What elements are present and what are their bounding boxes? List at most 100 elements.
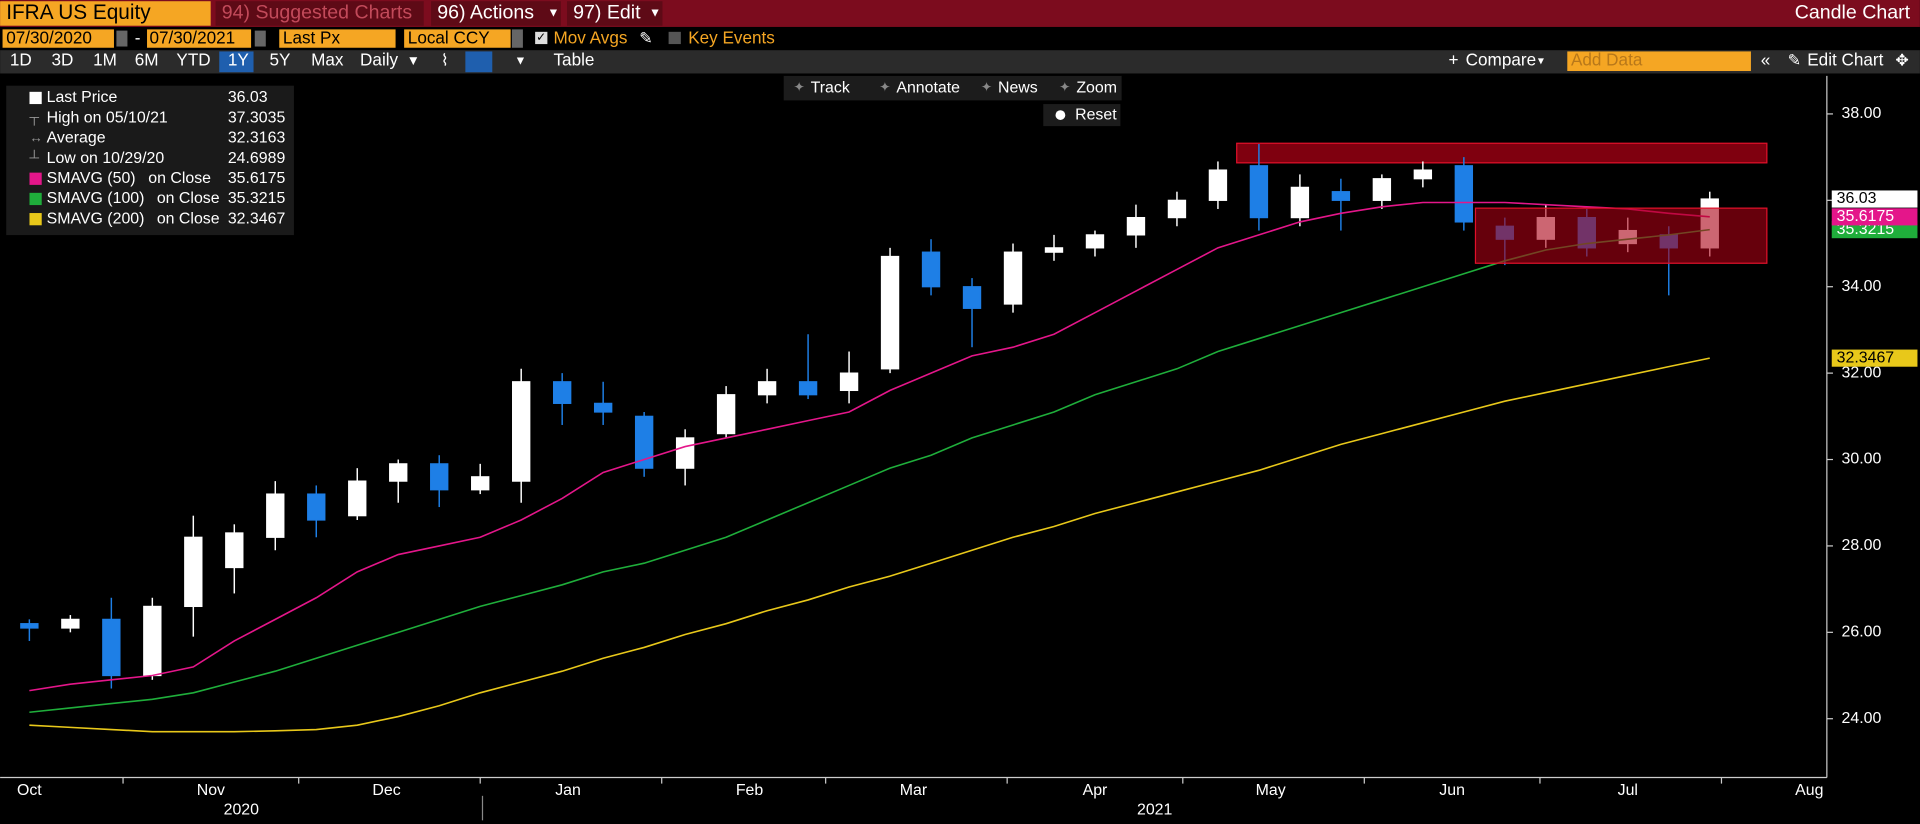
tool-button[interactable]: Annotate — [896, 79, 960, 96]
checkbox[interactable] — [535, 31, 548, 45]
candle-body — [675, 437, 695, 469]
date-box[interactable] — [2, 29, 114, 48]
tools: ✦ Track ✦ Annotate ✦ News ✦ Zoom — [793, 79, 1117, 96]
field-box[interactable] — [279, 29, 396, 48]
legend-basis: on Close — [157, 210, 220, 227]
mov-avgs: Mov Avgs — [554, 28, 628, 48]
period-button[interactable]: YTD — [176, 50, 210, 70]
legend-value: 37.3035 — [228, 109, 286, 126]
menu-label: 97) Edit — [573, 2, 641, 24]
collapse-icon[interactable]: « — [1761, 50, 1771, 70]
dropdown-arrow: ▼ — [547, 6, 559, 20]
candle-body — [839, 372, 859, 392]
candle-body — [798, 381, 818, 396]
tool-icon: ✦ — [1059, 80, 1070, 95]
compare-button[interactable]: Compare — [1466, 50, 1536, 70]
candle-body — [20, 623, 39, 629]
page-title: Candle Chart — [1795, 2, 1911, 24]
period-button[interactable]: 1Y — [228, 50, 250, 70]
calendar-icon[interactable] — [116, 30, 128, 47]
tool-icon: ✦ — [793, 80, 804, 95]
dropdown-arrow: ▼ — [514, 53, 526, 67]
ticker: IFRA US Equity — [6, 1, 151, 24]
period-button[interactable]: 1M — [93, 50, 117, 70]
candle-body — [1085, 234, 1105, 249]
tool-button[interactable]: Zoom — [1076, 79, 1117, 96]
y-tick-label: 26.00 — [1842, 624, 1882, 641]
period-button[interactable]: 5Y — [269, 50, 291, 70]
highlight-box — [1474, 207, 1768, 264]
dropdown-arrow: ▼ — [407, 53, 420, 68]
ticker-box[interactable] — [0, 1, 211, 26]
x-tick-label: Dec — [372, 782, 400, 799]
candle-body — [634, 415, 654, 469]
legend-label: Average — [47, 130, 106, 147]
legend-label: SMAVG (100) — [47, 190, 145, 207]
menu[interactable] — [215, 1, 424, 26]
currency-box[interactable] — [404, 29, 511, 48]
candle-body — [143, 605, 162, 677]
candle-body — [61, 618, 80, 629]
highlight-box — [1236, 142, 1768, 164]
legend — [6, 85, 294, 236]
candle-body — [552, 381, 572, 404]
candle-body — [1249, 165, 1269, 219]
candle-body — [1454, 165, 1474, 223]
legend-label: Last Price — [47, 89, 118, 106]
reset-button[interactable] — [1043, 104, 1121, 127]
dropdown[interactable] — [511, 29, 523, 48]
table-button[interactable]: Table — [554, 50, 595, 70]
frequency[interactable]: Daily — [360, 50, 399, 70]
price-tag — [1831, 349, 1918, 367]
moving-average — [29, 228, 1710, 714]
checkbox[interactable] — [668, 31, 681, 45]
y-tick-label: 30.00 — [1842, 451, 1882, 468]
candle-body — [184, 536, 203, 608]
candle-body — [471, 476, 490, 491]
calendar-icon[interactable] — [254, 30, 266, 47]
date-box[interactable] — [147, 29, 252, 48]
legend-swatch — [29, 192, 42, 206]
candle-body — [1372, 178, 1392, 201]
add-data-box[interactable] — [1567, 51, 1751, 72]
candle-body — [307, 493, 326, 521]
pencil-icon[interactable]: ✎ — [639, 30, 652, 47]
dropdown-arrow: ▼ — [649, 6, 661, 20]
currency: Local CCY — [408, 28, 490, 48]
period-button[interactable]: Max — [311, 50, 344, 70]
candle-icon[interactable] — [465, 51, 493, 73]
price-tag-label: 35.6175 — [1837, 208, 1895, 225]
separator: - — [135, 28, 141, 48]
legend-value: 35.3215 — [228, 190, 286, 207]
candle-body — [1413, 169, 1433, 180]
settings-icon[interactable]: ✥ — [1895, 52, 1908, 69]
candle-body — [266, 493, 285, 538]
start-date: 07/30/2020 — [6, 28, 92, 48]
legend-basis: on Close — [148, 170, 211, 187]
year-label: 2021 — [1137, 802, 1173, 819]
reset-icon — [1055, 110, 1066, 120]
line-icon[interactable]: ⌇ — [441, 52, 449, 69]
period-button[interactable]: 3D — [52, 50, 74, 70]
candle-body — [1003, 251, 1023, 305]
period-button[interactable]: 6M — [135, 50, 159, 70]
price-tag — [1831, 208, 1918, 226]
candle-body — [225, 532, 244, 569]
menu[interactable] — [431, 1, 561, 26]
candle-body — [593, 402, 613, 413]
legend-value: 35.6175 — [228, 170, 286, 187]
period-button[interactable]: 1D — [10, 50, 32, 70]
tool-button[interactable]: News — [998, 79, 1038, 96]
candle-body — [348, 480, 367, 517]
candle-body — [1331, 191, 1351, 201]
candle-body — [1126, 216, 1146, 236]
legend-swatch — [29, 172, 42, 185]
pencil-icon: ✎ — [1788, 52, 1801, 69]
legend-basis: on Close — [157, 190, 220, 207]
legend-glyph: ┬ — [28, 110, 39, 126]
active-period — [219, 51, 254, 73]
menu[interactable] — [566, 1, 663, 26]
tool-button[interactable]: Track — [811, 79, 850, 96]
tool-bar — [783, 75, 1122, 101]
edit-chart-button[interactable]: Edit Chart — [1807, 50, 1883, 70]
